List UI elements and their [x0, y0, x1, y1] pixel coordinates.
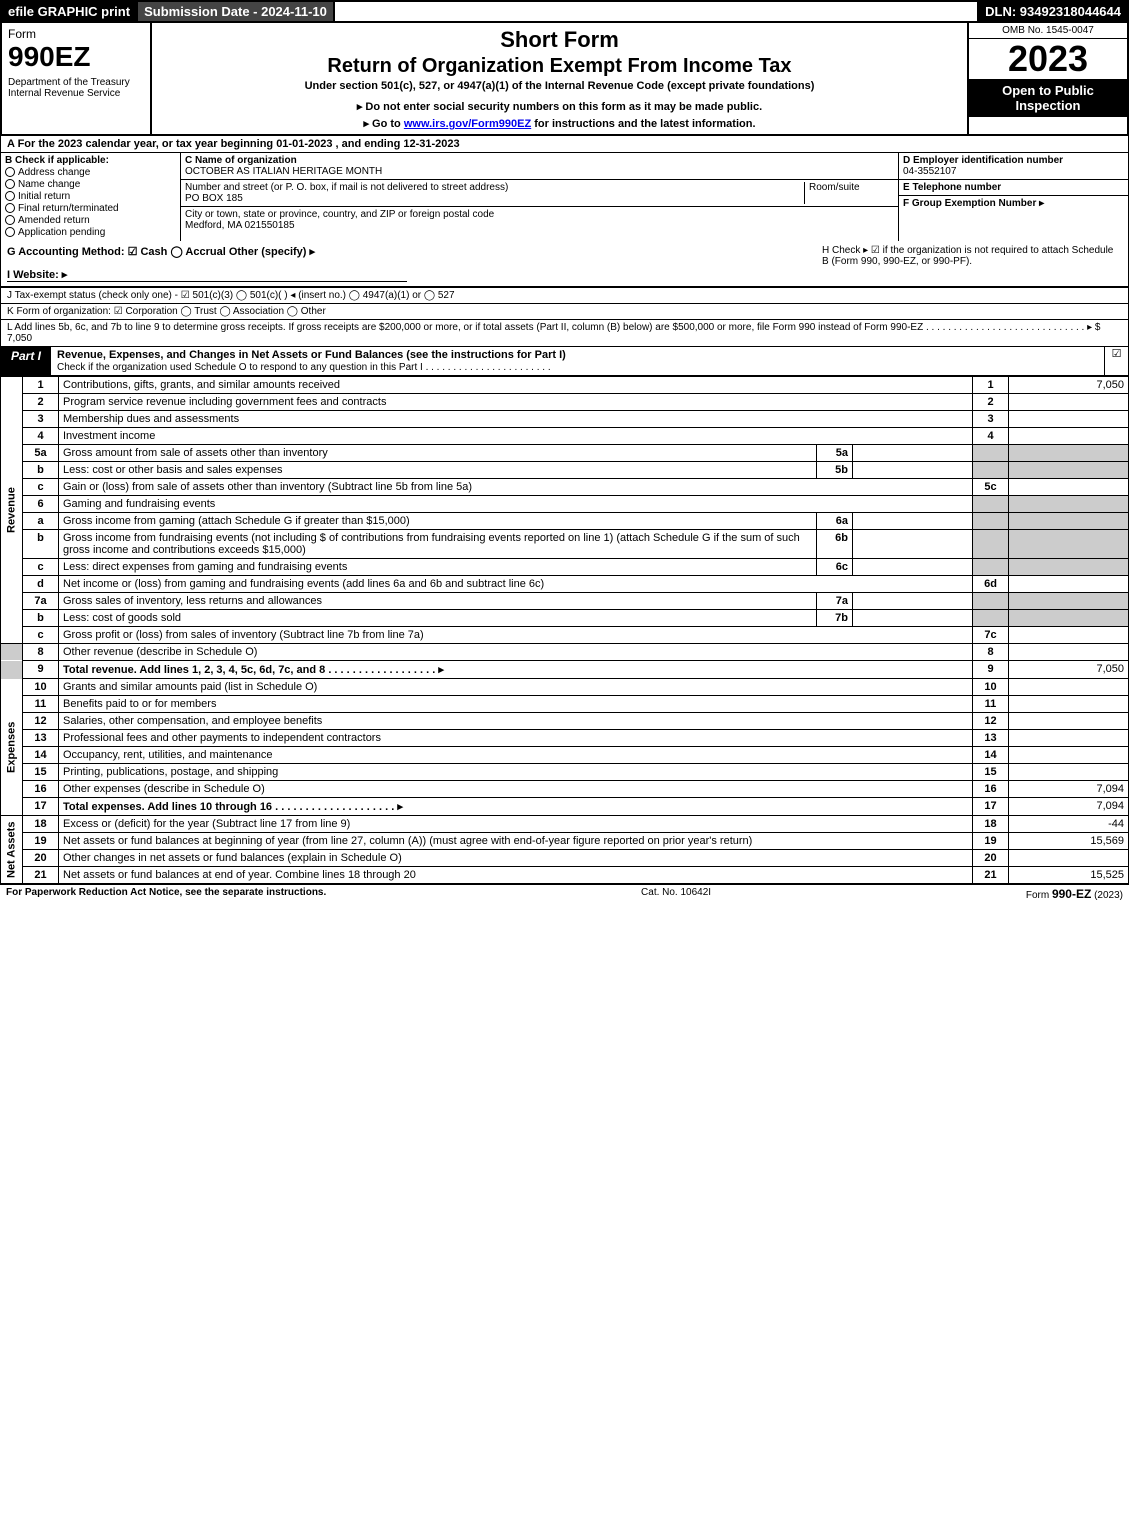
col-d: D Employer identification number 04-3552… [898, 153, 1128, 241]
chk-name[interactable]: Name change [5, 179, 176, 190]
c-street-row: Number and street (or P. O. box, if mail… [181, 180, 898, 207]
sec-ghi: G Accounting Method: ☑ Cash ◯ Accrual Ot… [0, 241, 1129, 287]
c-street-lbl: Number and street (or P. O. box, if mail… [185, 182, 508, 193]
org-city: Medford, MA 021550185 [185, 220, 295, 231]
ssn-warning: ▸ Do not enter social security numbers o… [160, 100, 959, 113]
short-form-title: Short Form [160, 27, 959, 53]
omb-number: OMB No. 1545-0047 [969, 23, 1127, 39]
footer: For Paperwork Reduction Act Notice, see … [0, 884, 1129, 903]
e-tel-row: E Telephone number [899, 180, 1128, 196]
part1-bar: Part I Revenue, Expenses, and Changes in… [0, 347, 1129, 376]
i-website: I Website: ▸ [7, 268, 407, 282]
form-header: Form 990EZ Department of the Treasury In… [0, 23, 1129, 136]
chk-final[interactable]: Final return/terminated [5, 203, 176, 214]
goto-pre: ▸ Go to [363, 118, 403, 130]
chk-amended[interactable]: Amended return [5, 215, 176, 226]
return-title: Return of Organization Exempt From Incom… [160, 55, 959, 78]
under-section: Under section 501(c), 527, or 4947(a)(1)… [160, 80, 959, 92]
section-a: A For the 2023 calendar year, or tax yea… [0, 136, 1129, 153]
h-check: H Check ▸ ☑ if the organization is not r… [822, 245, 1122, 282]
chk-address[interactable]: Address change [5, 167, 176, 178]
ein-lbl: D Employer identification number [903, 155, 1063, 166]
ein-value: 04-3552107 [903, 166, 956, 177]
lines-table: Revenue 1 Contributions, gifts, grants, … [0, 376, 1129, 884]
sec-l: L Add lines 5b, 6c, and 7b to line 9 to … [0, 320, 1129, 347]
dept-label: Department of the Treasury Internal Reve… [8, 77, 144, 99]
topbar-spacer [335, 2, 979, 21]
f-group-row: F Group Exemption Number ▸ [899, 196, 1128, 211]
dln-label: DLN: 93492318044644 [979, 2, 1127, 21]
room-lbl: Room/suite [804, 182, 894, 204]
revenue-label: Revenue [1, 377, 23, 644]
part1-tab: Part I [1, 347, 51, 375]
form-word: Form [8, 27, 144, 41]
goto-post: for instructions and the latest informat… [531, 118, 755, 130]
part1-check[interactable]: ☑ [1104, 347, 1128, 375]
tel-lbl: E Telephone number [903, 182, 1001, 193]
footer-right: Form 990-EZ (2023) [1026, 887, 1123, 901]
goto-line: ▸ Go to www.irs.gov/Form990EZ for instru… [160, 117, 959, 130]
expenses-label: Expenses [1, 679, 23, 816]
netassets-label: Net Assets [1, 816, 23, 884]
c-name-row: C Name of organization OCTOBER AS ITALIA… [181, 153, 898, 180]
c-name-lbl: C Name of organization [185, 155, 297, 166]
col-c: C Name of organization OCTOBER AS ITALIA… [181, 153, 898, 241]
header-center: Short Form Return of Organization Exempt… [152, 23, 967, 134]
open-to-public: Open to Public Inspection [969, 79, 1127, 117]
sec-k: K Form of organization: ☑ Corporation ◯ … [0, 304, 1129, 320]
header-left: Form 990EZ Department of the Treasury In… [2, 23, 152, 134]
footer-cat: Cat. No. 10642I [641, 887, 711, 901]
b-header: B Check if applicable: [5, 155, 109, 166]
footer-left: For Paperwork Reduction Act Notice, see … [6, 887, 326, 901]
c-city-row: City or town, state or province, country… [181, 207, 898, 233]
tax-year: 2023 [969, 39, 1127, 79]
part1-title: Revenue, Expenses, and Changes in Net As… [51, 347, 1104, 375]
c-city-lbl: City or town, state or province, country… [185, 209, 494, 220]
col-b: B Check if applicable: Address change Na… [1, 153, 181, 241]
d-ein-row: D Employer identification number 04-3552… [899, 153, 1128, 180]
header-right: OMB No. 1545-0047 2023 Open to Public In… [967, 23, 1127, 134]
grp-lbl: F Group Exemption Number ▸ [903, 198, 1044, 209]
top-bar: efile GRAPHIC print Submission Date - 20… [0, 0, 1129, 23]
org-name: OCTOBER AS ITALIAN HERITAGE MONTH [185, 166, 382, 177]
irs-link[interactable]: www.irs.gov/Form990EZ [404, 118, 531, 130]
sec-j: J Tax-exempt status (check only one) - ☑… [0, 287, 1129, 304]
submission-date: Submission Date - 2024-11-10 [138, 2, 335, 21]
efile-label[interactable]: efile GRAPHIC print [2, 2, 138, 21]
chk-initial[interactable]: Initial return [5, 191, 176, 202]
org-street: PO BOX 185 [185, 193, 243, 204]
chk-pending[interactable]: Application pending [5, 227, 176, 238]
form-number: 990EZ [8, 41, 144, 73]
g-accounting: G Accounting Method: ☑ Cash ◯ Accrual Ot… [7, 245, 822, 258]
info-grid: B Check if applicable: Address change Na… [0, 153, 1129, 241]
